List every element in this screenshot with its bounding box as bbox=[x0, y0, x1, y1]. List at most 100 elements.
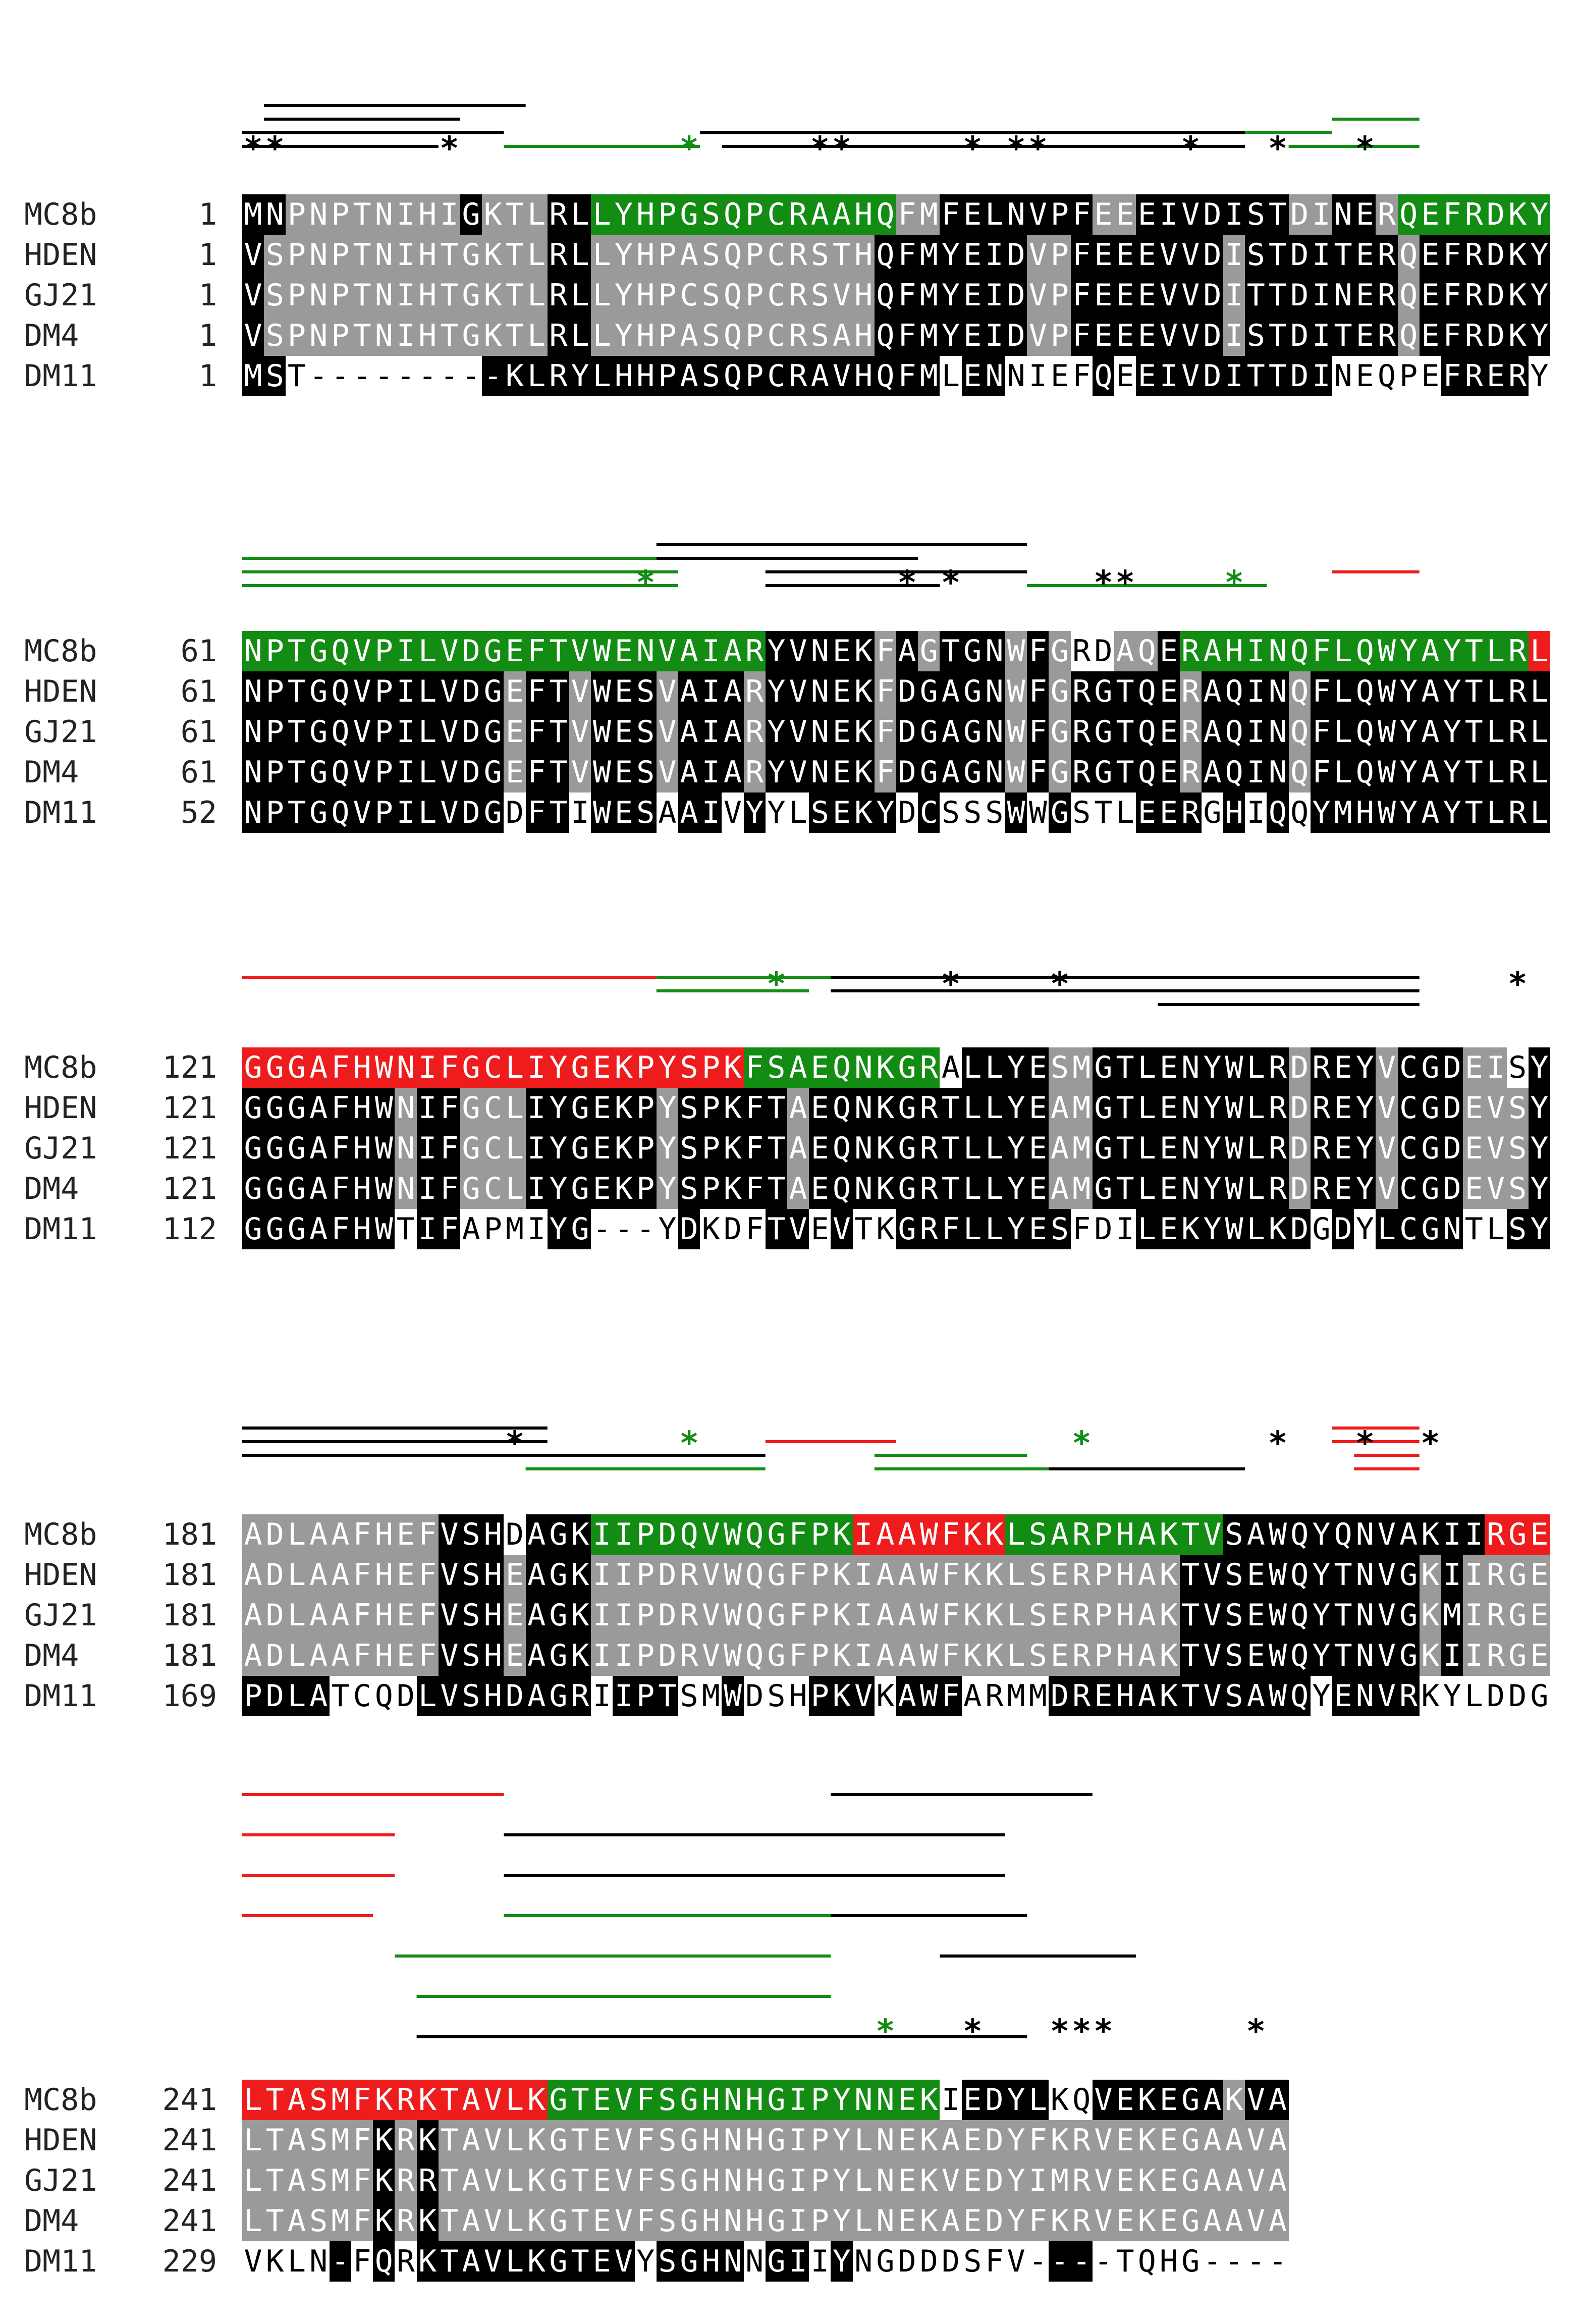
sequence-start-position: 1 bbox=[198, 237, 217, 273]
residue: L bbox=[591, 194, 613, 235]
residue: R bbox=[547, 275, 569, 315]
residue: L bbox=[286, 1595, 308, 1635]
residue: D bbox=[983, 2201, 1005, 2241]
residue: Q bbox=[1288, 631, 1311, 671]
residue: G bbox=[1092, 1088, 1114, 1128]
residue: P bbox=[373, 793, 395, 833]
residue: W bbox=[1267, 1514, 1289, 1555]
residue: - bbox=[396, 358, 415, 394]
residue: Y bbox=[1397, 793, 1420, 833]
residue: A bbox=[896, 1555, 918, 1595]
residue: T bbox=[1114, 1088, 1136, 1128]
residue: V bbox=[1376, 1128, 1398, 1169]
residue: Y bbox=[1355, 1211, 1374, 1247]
residue: F bbox=[351, 2160, 373, 2201]
residue: E bbox=[1158, 631, 1180, 671]
residue: T bbox=[547, 671, 569, 712]
sequence-name: HDEN bbox=[24, 1090, 97, 1126]
residue: T bbox=[940, 631, 962, 671]
residue: W bbox=[373, 1047, 395, 1088]
residue: A bbox=[329, 1635, 351, 1676]
residue: D bbox=[656, 1555, 678, 1595]
residue: Y bbox=[1397, 752, 1420, 793]
residue: T bbox=[504, 194, 526, 235]
residue: A bbox=[307, 1635, 330, 1676]
residue: Y bbox=[547, 1209, 569, 1249]
residue: E bbox=[504, 1635, 526, 1676]
residue: P bbox=[483, 1211, 502, 1247]
residue: A bbox=[286, 2080, 308, 2120]
residue: S bbox=[678, 1128, 700, 1169]
residue: I bbox=[1246, 795, 1265, 830]
residue: R bbox=[1070, 2160, 1093, 2201]
residue: K bbox=[482, 315, 504, 356]
sequence-name: HDEN bbox=[24, 237, 97, 273]
residue: P bbox=[743, 275, 766, 315]
residue: H bbox=[743, 2201, 766, 2241]
residue: Y bbox=[1441, 631, 1463, 671]
sequence-name: DM11 bbox=[24, 795, 97, 830]
residue: Q bbox=[874, 275, 896, 315]
residue: E bbox=[1116, 358, 1134, 394]
residue: E bbox=[809, 1169, 831, 1209]
residue: G bbox=[1092, 712, 1114, 752]
residue: N bbox=[1179, 1169, 1202, 1209]
sequence-start-position: 241 bbox=[162, 2082, 217, 2118]
residue: G bbox=[918, 671, 940, 712]
residue: N bbox=[983, 671, 1005, 712]
residue: N bbox=[1267, 712, 1289, 752]
residue: Y bbox=[1201, 1088, 1223, 1128]
residue: E bbox=[591, 1128, 613, 1169]
residue: K bbox=[569, 1595, 591, 1635]
residue: R bbox=[547, 235, 569, 275]
residue: Y bbox=[1354, 1088, 1376, 1128]
residue: M bbox=[242, 194, 264, 235]
residue: S bbox=[1508, 1050, 1527, 1085]
residue: R bbox=[1463, 315, 1485, 356]
residue: Y bbox=[940, 275, 962, 315]
residue: P bbox=[1049, 235, 1071, 275]
residue: V bbox=[1201, 1555, 1223, 1595]
residue: S bbox=[1027, 1514, 1049, 1555]
residue: T bbox=[547, 712, 569, 752]
residue: D bbox=[505, 795, 524, 830]
residue: Y bbox=[1005, 2120, 1027, 2160]
sequence-name: DM4 bbox=[24, 2203, 79, 2239]
residue: V bbox=[1027, 194, 1049, 235]
residue: T bbox=[331, 1678, 350, 1714]
residue: D bbox=[264, 1514, 286, 1555]
conserved-site-star: * bbox=[1225, 564, 1243, 602]
residue: P bbox=[264, 631, 286, 671]
residue: G bbox=[264, 1209, 286, 1249]
residue: E bbox=[1245, 1555, 1267, 1595]
residue: H bbox=[634, 194, 657, 235]
residue: T bbox=[569, 2241, 591, 2282]
residue: A bbox=[1419, 631, 1441, 671]
residue: G bbox=[242, 1209, 264, 1249]
residue: L bbox=[1485, 712, 1507, 752]
residue: H bbox=[1114, 1514, 1136, 1555]
residue: D bbox=[505, 1517, 524, 1552]
residue: L bbox=[591, 275, 613, 315]
residue: E bbox=[1158, 1088, 1180, 1128]
residue: D bbox=[1288, 1169, 1311, 1209]
residue: H bbox=[482, 1635, 504, 1676]
residue: K bbox=[831, 1676, 853, 1716]
residue: E bbox=[1158, 793, 1180, 833]
residue: R bbox=[1070, 2201, 1093, 2241]
conserved-site-star: * bbox=[1007, 130, 1025, 168]
residue: V bbox=[787, 752, 809, 793]
residue: N bbox=[983, 356, 1005, 396]
residue: Q bbox=[1137, 2244, 1156, 2279]
residue: P bbox=[264, 671, 286, 712]
residue: G bbox=[896, 1047, 918, 1088]
residue: F bbox=[634, 2201, 657, 2241]
residue: H bbox=[852, 315, 875, 356]
residue: Y bbox=[1528, 1209, 1550, 1249]
residue: W bbox=[591, 671, 613, 712]
residue: E bbox=[1158, 1047, 1180, 1088]
residue: M bbox=[329, 2160, 351, 2201]
residue: K bbox=[1049, 2201, 1071, 2241]
residue: L bbox=[1136, 1169, 1158, 1209]
residue: L bbox=[416, 752, 439, 793]
